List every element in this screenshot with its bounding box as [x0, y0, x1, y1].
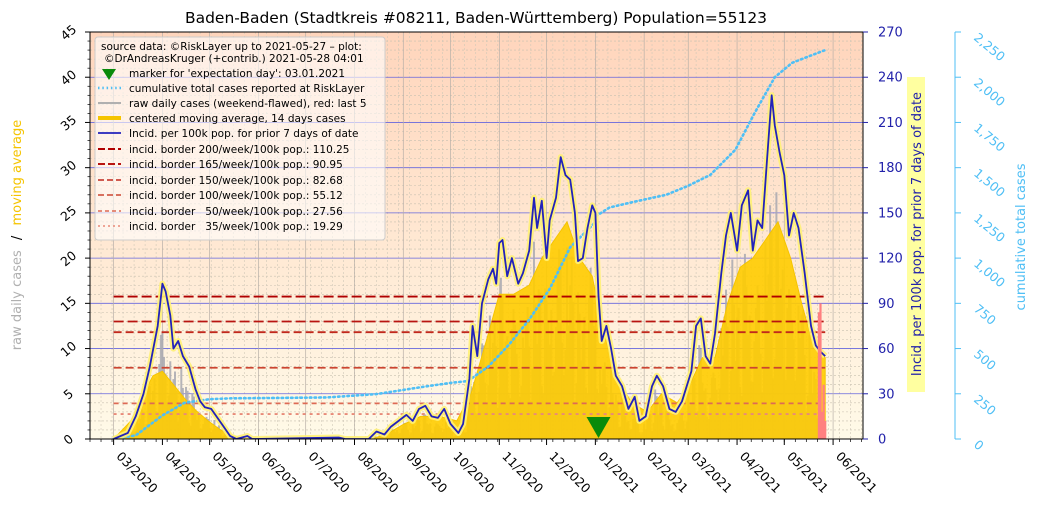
y-right2-tick-label: 500 — [971, 346, 999, 373]
cumulative-line — [112, 48, 827, 439]
y-right1-tick-label: 60 — [878, 342, 895, 357]
y-left-tick-label: 20 — [57, 248, 79, 270]
y-right1-tick-label: 30 — [878, 387, 895, 402]
legend-marker-icon — [102, 69, 116, 80]
chart-title: Baden-Baden (Stadtkreis #08211, Baden-Wü… — [185, 9, 767, 27]
x-tick-label: 04/2021 — [737, 449, 784, 496]
x-tick-label: 05/2020 — [210, 449, 257, 496]
cumulative-cases-series — [112, 48, 827, 439]
y-right1-tick-label: 120 — [878, 252, 903, 267]
y-right2-tick-label: 1,500 — [971, 165, 1008, 200]
y-left-tick-label: 10 — [57, 338, 79, 360]
y-right1-label: Incid. per 100k pop. for prior 7 days of… — [910, 92, 925, 376]
y-right2-tick-label: 750 — [971, 301, 999, 328]
x-tick-label: 06/2021 — [833, 449, 880, 496]
y-left-tick-label: 15 — [57, 293, 79, 315]
y-left-label-raw: raw daily cases — [10, 250, 25, 350]
y-right1-tick-label: 90 — [878, 297, 895, 312]
y-left-label: raw daily cases / moving average — [10, 120, 25, 350]
y-left-label-ma: moving average — [10, 120, 25, 226]
y-left-tick-label: 25 — [57, 202, 79, 224]
legend-incidence-label: Incid. per 100k pop. for prior 7 days of… — [129, 128, 358, 140]
x-axis: 03/2020 04/2020 05/2020 06/2020 07/2020 08/20… — [89, 439, 880, 496]
legend-border-100-label: incid. border 100/week/100k pop.: 55.12 — [129, 190, 343, 202]
legend-raw-label: raw daily cases (weekend-flawed), red: l… — [129, 98, 367, 110]
x-tick-label: 09/2020 — [403, 449, 450, 496]
x-tick-label: 08/2020 — [354, 449, 401, 496]
plot-frame — [89, 31, 864, 440]
svg-text:raw daily cases /: raw daily cases / moving average — [10, 120, 25, 350]
legend-border-50-label: incid. border 50/week/100k pop.: 27.56 — [129, 206, 343, 218]
expectation-day-triangle — [586, 417, 611, 438]
x-tick-label: 06/2020 — [258, 449, 305, 496]
y-right1-tick-label: 150 — [878, 206, 903, 221]
legend-source-line1: source data: ©RiskLayer up to 2021-05-27… — [101, 41, 362, 53]
legend-marker-label: marker for 'expectation day': 03.01.2021 — [129, 68, 345, 80]
y-right2-tick-label: 2,250 — [971, 30, 1008, 65]
y-right1-tick-label: 180 — [878, 161, 903, 176]
y-left-tick-label: 0 — [60, 431, 76, 448]
incidence-line — [113, 94, 826, 439]
x-tick-label: 10/2020 — [450, 449, 497, 496]
legend-box — [94, 36, 386, 241]
y-right2-tick-label: 1,750 — [971, 120, 1008, 155]
y-right1-tick-label: 270 — [878, 26, 903, 41]
legend-border-165-label: incid. border 165/week/100k pop.: 90.95 — [129, 159, 343, 171]
x-tick-label: 11/2020 — [499, 449, 546, 496]
legend-source-line2: ©DrAndreasKruger (+contrib.) 2021-05-28 … — [104, 53, 364, 65]
y-right1-tick-label: 210 — [878, 116, 903, 131]
x-tick-label: 07/2020 — [306, 449, 353, 496]
x-tick-label: 04/2020 — [162, 449, 209, 496]
y-right1-axis: 0 30 60 90 120 150 180 210 240 270 — [863, 26, 903, 448]
x-tick-label: 01/2021 — [595, 449, 642, 496]
y-right1-label-bg — [907, 77, 925, 392]
y-right1-tick-label: 240 — [878, 71, 903, 86]
legend-border-200-label: incid. border 200/week/100k pop.: 110.25 — [129, 144, 349, 156]
legend-border-35-label: incid. border 35/week/100k pop.: 19.29 — [129, 221, 343, 233]
y-left-label-slash: / — [10, 235, 25, 240]
y-right2-tick-label: 2,000 — [971, 75, 1008, 110]
y-right1-tick-label: 0 — [878, 433, 886, 448]
last-days-red-series — [817, 303, 827, 439]
y-left-tick-label: 45 — [57, 22, 79, 44]
y-right2-tick-label: 0 — [971, 437, 987, 454]
legend-border-150-label: incid. border 150/week/100k pop.: 82.68 — [129, 175, 343, 187]
legend: source data: ©RiskLayer up to 2021-05-27… — [94, 36, 386, 241]
x-tick-label: 03/2021 — [688, 449, 735, 496]
y-right2-label: cumulative total cases — [1014, 163, 1029, 310]
y-right2-tick-label: 1,000 — [971, 256, 1008, 291]
x-tick-label: 03/2020 — [113, 449, 160, 496]
y-left-tick-label: 35 — [57, 112, 79, 134]
y-right2-tick-label: 250 — [971, 392, 999, 419]
y-left-tick-label: 40 — [57, 67, 79, 89]
y-right2-tick-label: 1,250 — [971, 211, 1008, 246]
y-left-tick-label: 5 — [60, 386, 76, 403]
legend-cumulative-label: cumulative total cases reported at RiskL… — [129, 83, 365, 95]
y-right2-axis: 0 250 500 750 1,000 1,250 1,500 1,750 2,000 2,250 — [954, 30, 1008, 454]
x-tick-label: 05/2021 — [784, 449, 831, 496]
expectation-day-marker — [586, 417, 611, 438]
x-tick-label: 12/2020 — [546, 449, 593, 496]
incidence-series — [112, 92, 828, 439]
y-left-tick-label: 30 — [57, 157, 79, 179]
y-left-axis: 0 5 10 15 20 25 30 35 40 45 — [57, 22, 90, 448]
x-tick-label: 02/2021 — [644, 449, 691, 496]
legend-ma-label: centered moving average, 14 days cases — [129, 113, 346, 125]
